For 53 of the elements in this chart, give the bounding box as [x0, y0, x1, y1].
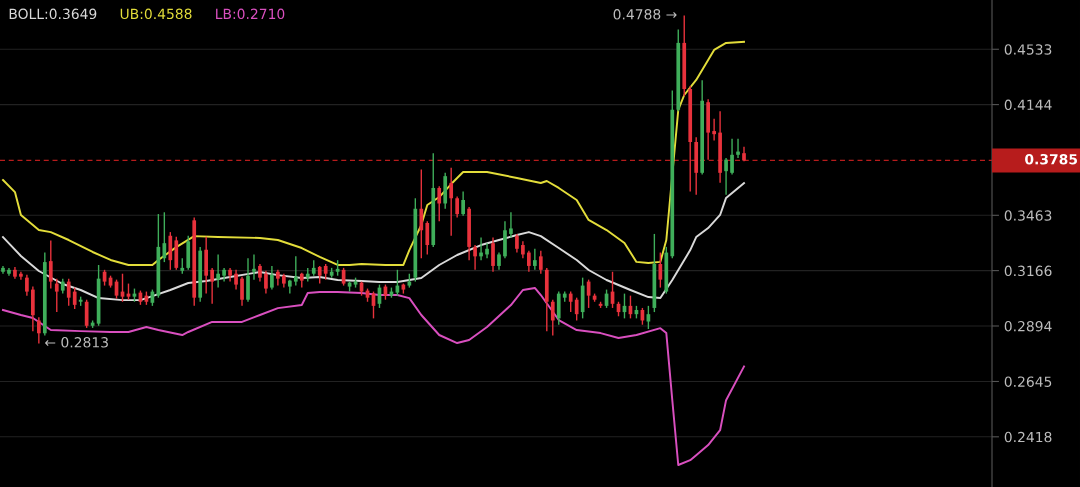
candlestick [712, 118, 716, 142]
candlestick [19, 271, 23, 281]
y-tick-label: 0.3166 [1004, 265, 1052, 277]
candlestick [252, 253, 256, 281]
candlestick [210, 267, 214, 305]
candlestick [658, 251, 663, 289]
candlestick [724, 157, 728, 196]
candlestick [54, 277, 59, 313]
y-tick-label: 0.4144 [1004, 99, 1052, 111]
y-tick-label: 0.3463 [1004, 210, 1052, 221]
candlestick [419, 168, 424, 259]
candlestick [550, 299, 555, 337]
annotation: ← 0.2813 [45, 337, 108, 348]
candlestick [48, 239, 53, 290]
candlestick [72, 286, 77, 310]
candlestick [509, 211, 513, 239]
candlestick [730, 138, 734, 176]
candlestick [216, 253, 220, 289]
candlestick [240, 275, 244, 307]
text: BOLL:0.3649 [9, 8, 97, 20]
candlestick [473, 244, 477, 271]
line-series [2, 40, 745, 266]
candlestick [36, 316, 41, 345]
candlestick [461, 190, 465, 217]
candlestick [532, 248, 537, 271]
candlestick [66, 277, 71, 307]
y-tick-label: 0.4533 [1004, 44, 1052, 55]
candlestick [568, 290, 573, 313]
y-tick-label: 0.2645 [1004, 376, 1052, 387]
candlestick [270, 265, 274, 291]
candlestick [455, 195, 460, 219]
line-series [2, 182, 745, 302]
candlestick [538, 249, 543, 275]
y-tick-label: 0.2418 [1004, 431, 1052, 443]
candlestick [162, 211, 167, 263]
candlestick [736, 138, 740, 159]
candlestick [234, 269, 238, 291]
text: UB:0.4588 [120, 8, 192, 20]
text: LB:0.2710 [216, 8, 285, 20]
candlestick [491, 236, 495, 273]
candlestick [485, 242, 489, 259]
candlestick [515, 233, 519, 254]
candlestick [264, 270, 268, 295]
annotation: 0.4788 → [613, 9, 677, 20]
candlestick [449, 167, 454, 237]
candlestick [293, 255, 298, 287]
candlestick [25, 274, 29, 297]
candlestick [527, 249, 531, 273]
ref-line-label: 0.3785 [1025, 154, 1078, 165]
candlestick [425, 220, 430, 256]
candlestick [574, 296, 579, 322]
candlestick [437, 185, 442, 222]
y-tick-label: 0.2894 [1004, 320, 1052, 332]
